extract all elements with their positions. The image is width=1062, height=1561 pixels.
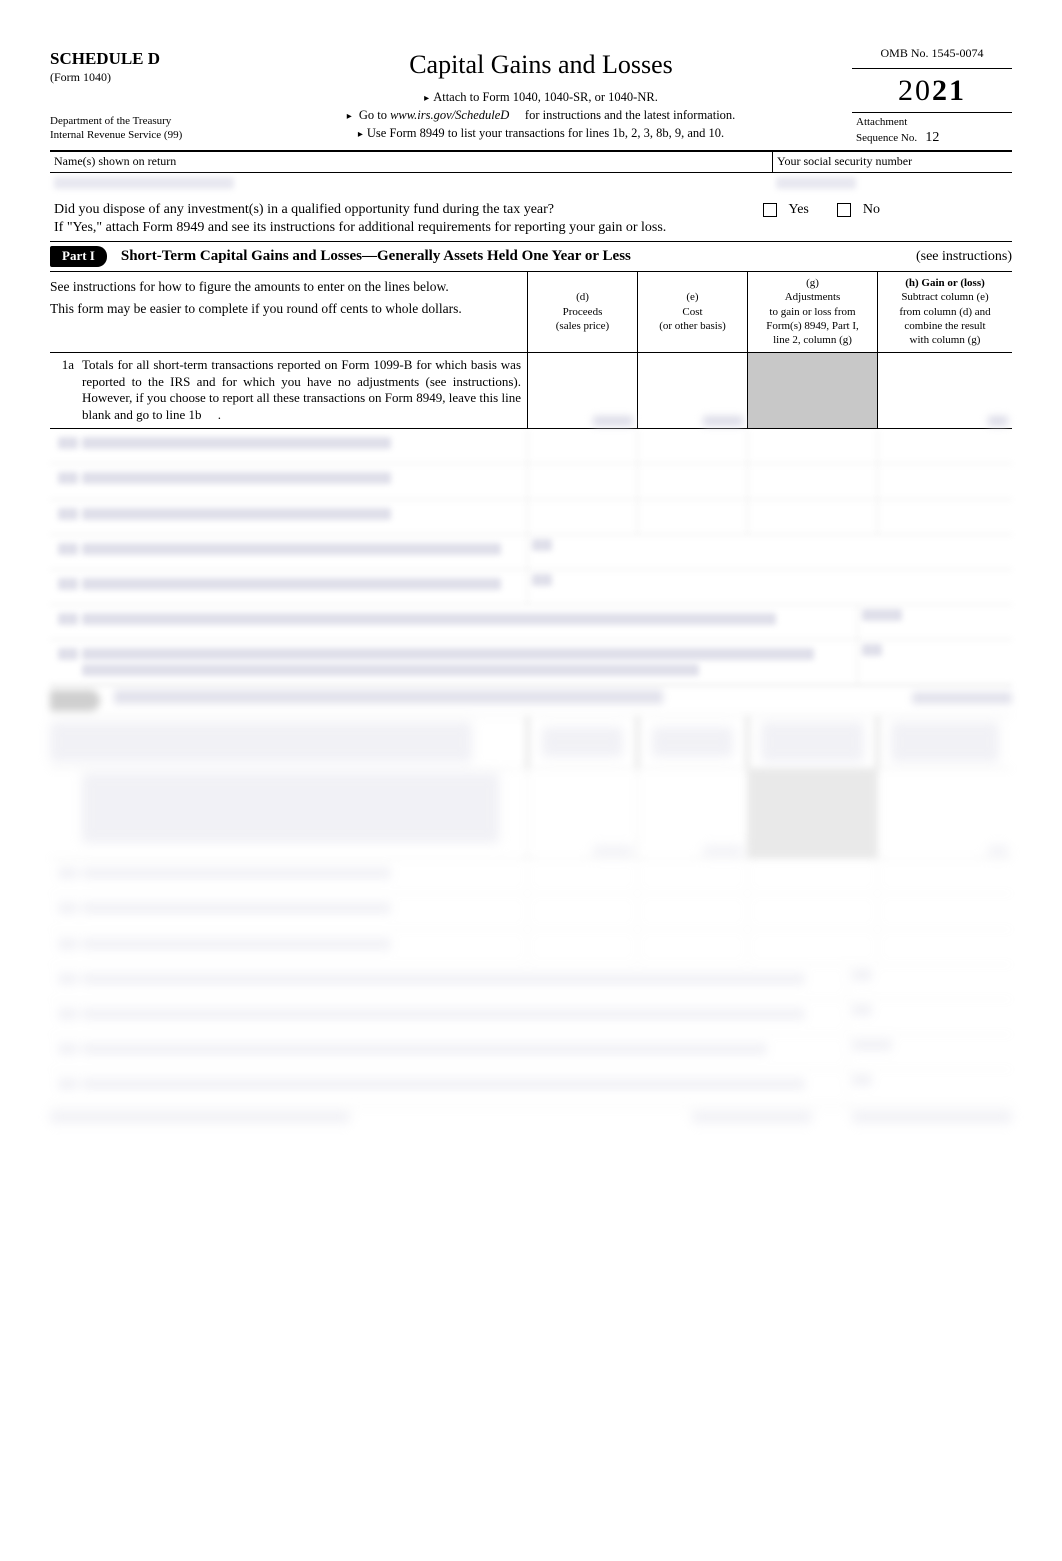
see-instructions: (see instructions)	[916, 248, 1012, 266]
row-1a-g-shaded	[747, 353, 877, 429]
omb-number: OMB No. 1545-0074	[852, 40, 1012, 69]
blur-row-3	[50, 500, 1012, 535]
part1-badge: Part I	[50, 246, 107, 267]
name-label: Name(s) shown on return	[50, 152, 772, 172]
row-1a-h[interactable]	[877, 353, 1012, 429]
department-block: Department of the Treasury Internal Reve…	[50, 114, 222, 143]
name-value-blurred	[54, 177, 234, 189]
blur-row-4	[50, 535, 1012, 570]
qof-if-yes: If "Yes," attach Form 8949 and see its i…	[54, 219, 1008, 237]
attachment-seq: Attachment Sequence No. 12	[852, 112, 1012, 149]
dept-line2: Internal Revenue Service (99)	[50, 128, 222, 142]
schedule-label: SCHEDULE D	[50, 48, 222, 70]
col-h-header: (h) Gain or (loss) Subtract column (e) f…	[877, 272, 1012, 351]
part1-column-headers: See instructions for how to figure the a…	[50, 272, 1012, 352]
row-1a-num: 1a	[50, 353, 78, 429]
row-1a: 1a Totals for all short-term transaction…	[50, 353, 1012, 430]
blur-row-6	[50, 605, 1012, 640]
header-left: SCHEDULE D (Form 1040) Department of the…	[50, 40, 230, 150]
part1-header: Part I Short-Term Capital Gains and Loss…	[50, 242, 1012, 272]
instructions-cell: See instructions for how to figure the a…	[50, 272, 527, 351]
no-checkbox[interactable]	[837, 203, 851, 217]
instr-8949: Use Form 8949 to list your transactions …	[238, 124, 844, 142]
blur-row-2	[50, 464, 1012, 499]
row-1a-desc: Totals for all short-term transactions r…	[78, 353, 527, 429]
header-right: OMB No. 1545-0074 2021 Attachment Sequen…	[852, 40, 1012, 150]
col-d-header: (d) Proceeds (sales price)	[527, 272, 637, 351]
row-1a-e[interactable]	[637, 353, 747, 429]
ssn-label: Your social security number	[772, 152, 1012, 172]
ssn-value-blurred	[776, 177, 856, 189]
yes-checkbox[interactable]	[763, 203, 777, 217]
col-g-header: (g) Adjustments to gain or loss from For…	[747, 272, 877, 351]
blur-row-1b	[50, 429, 1012, 464]
part1-blurred-rows	[50, 429, 1012, 686]
yes-label: Yes	[789, 201, 809, 219]
row-1a-d[interactable]	[527, 353, 637, 429]
form-title: Capital Gains and Losses	[238, 44, 844, 88]
blur-row-5	[50, 570, 1012, 605]
header-center: Capital Gains and Losses Attach to Form …	[230, 40, 852, 150]
blur-row-7	[50, 640, 1012, 686]
instr-attach: Attach to Form 1040, 1040-SR, or 1040-NR…	[238, 88, 844, 106]
instr-goto: Go to www.irs.gov/ScheduleD for instruct…	[238, 106, 844, 124]
qof-question: Did you dispose of any investment(s) in …	[54, 201, 554, 219]
part2-blurred-section	[50, 686, 1012, 1126]
name-ssn-row: Name(s) shown on return Your social secu…	[50, 152, 1012, 173]
url-text: www.irs.gov/ScheduleD	[390, 108, 509, 122]
qof-section: Did you dispose of any investment(s) in …	[50, 193, 1012, 242]
qof-question-row: Did you dispose of any investment(s) in …	[54, 201, 1008, 219]
part1-title: Short-Term Capital Gains and Losses—Gene…	[121, 247, 902, 267]
dept-line1: Department of the Treasury	[50, 114, 222, 128]
form-1040-label: (Form 1040)	[50, 70, 222, 86]
col-e-header: (e) Cost (or other basis)	[637, 272, 747, 351]
no-label: No	[863, 201, 880, 219]
form-header: SCHEDULE D (Form 1040) Department of the…	[50, 40, 1012, 152]
tax-year: 2021	[852, 69, 1012, 112]
